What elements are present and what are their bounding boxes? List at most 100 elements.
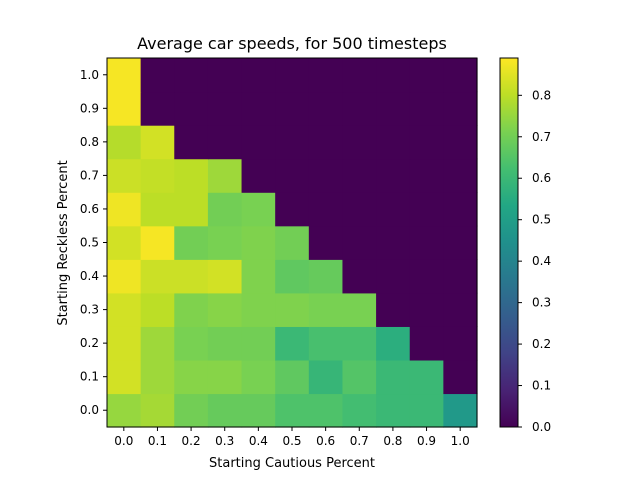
x-tick-label: 0.4	[249, 434, 268, 448]
heatmap-cell	[342, 259, 377, 294]
heatmap-cell	[409, 225, 444, 260]
heatmap-cell	[107, 259, 142, 294]
y-tick-label: 0.7	[80, 168, 99, 182]
x-tick-label: 1.0	[451, 434, 470, 448]
x-axis-label: Starting Cautious Percent	[209, 456, 375, 471]
heatmap-cell	[275, 393, 310, 428]
heatmap-cell	[241, 259, 276, 294]
heatmap-cell	[174, 393, 209, 428]
heatmap-cell	[308, 225, 344, 260]
heatmap-cell	[241, 359, 276, 395]
x-tick-label: 0.3	[215, 434, 234, 448]
heatmap-cell	[443, 125, 478, 160]
heatmap-cell	[376, 225, 411, 260]
heatmap-cell	[207, 359, 243, 395]
heatmap-cell	[409, 58, 444, 93]
heatmap-cell	[107, 292, 142, 327]
heatmap-cell	[376, 259, 411, 294]
heatmap-cell	[376, 91, 411, 126]
x-tick-label: 0.9	[417, 434, 436, 448]
heatmap-cell	[174, 192, 209, 227]
colorbar-tick-label: 0.1	[532, 379, 551, 393]
heatmap-cell	[107, 125, 142, 160]
heatmap-cell	[443, 259, 478, 294]
heatmap-cell	[308, 359, 344, 395]
heatmap-cell	[174, 158, 209, 193]
y-axis: 0.0 0.1 0.2 0.3 0.4 0.5 0.6 0.7 0.8 0.9 1.0	[80, 68, 107, 417]
y-tick-label: 0.2	[80, 336, 99, 350]
heatmap-cell	[275, 158, 310, 193]
y-axis-label: Starting Reckless Percent	[56, 160, 71, 325]
heatmap-cell	[207, 192, 243, 227]
x-tick-label: 0.2	[182, 434, 201, 448]
x-tick-label: 0.5	[282, 434, 301, 448]
heatmap-cell	[376, 326, 411, 361]
heatmap-cell	[174, 225, 209, 260]
heatmap-cell	[308, 58, 344, 93]
y-tick-label: 0.1	[80, 370, 99, 384]
heatmap-cell	[409, 192, 444, 227]
heatmap-cell	[140, 192, 175, 227]
heatmap-cell	[409, 359, 444, 395]
heatmap-cell	[140, 91, 175, 126]
heatmap-cell	[342, 292, 377, 327]
heatmap-cell	[140, 158, 175, 193]
heatmap-cell	[241, 125, 276, 160]
colorbar-tick-label: 0.3	[532, 296, 551, 310]
heatmap-cell	[107, 225, 142, 260]
heatmap-cell	[443, 326, 478, 361]
heatmap-cell	[241, 58, 276, 93]
heatmap-cell	[140, 259, 175, 294]
heatmap-cell	[409, 292, 444, 327]
heatmap-cell	[376, 125, 411, 160]
heatmap-cell	[107, 359, 142, 395]
heatmap-cell	[241, 326, 276, 361]
heatmap-cell	[409, 326, 444, 361]
heatmap-cell	[308, 393, 344, 428]
heatmap-cell	[241, 225, 276, 260]
heatmap-cell	[107, 158, 142, 193]
heatmap-cell	[308, 292, 344, 327]
heatmap-cell	[275, 326, 310, 361]
colorbar-tick-label: 0.6	[532, 171, 551, 185]
heatmap-cell	[241, 192, 276, 227]
x-tick-label: 0.6	[316, 434, 335, 448]
heatmap-cell	[308, 91, 344, 126]
heatmap-cell	[342, 393, 377, 428]
colorbar-tick-label: 0.0	[532, 420, 551, 434]
heatmap-cell	[275, 225, 310, 260]
heatmap-cell	[376, 58, 411, 93]
heatmap-cell	[443, 225, 478, 260]
heatmap-cell	[275, 58, 310, 93]
heatmap-cell	[107, 192, 142, 227]
colorbar-tick-label: 0.4	[532, 254, 551, 268]
heatmap-cell	[174, 125, 209, 160]
heatmap-cell	[409, 393, 444, 428]
y-tick-label: 0.6	[80, 202, 99, 216]
heatmap-cell	[174, 292, 209, 327]
x-tick-label: 0.8	[383, 434, 402, 448]
y-tick-label: 0.0	[80, 403, 99, 417]
y-tick-label: 1.0	[80, 68, 99, 82]
heatmap-cell	[308, 158, 344, 193]
heatmap-cell	[174, 259, 209, 294]
heatmap-cell	[409, 125, 444, 160]
heatmap-cell	[342, 91, 377, 126]
heatmap-cell	[376, 292, 411, 327]
heatmap-cell	[275, 259, 310, 294]
heatmap-cell	[207, 158, 243, 193]
heatmap-cell	[207, 58, 243, 93]
heatmap-cell	[174, 359, 209, 395]
x-tick-label: 0.7	[350, 434, 369, 448]
heatmap-cell	[107, 91, 142, 126]
heatmap-cell	[140, 326, 175, 361]
colorbar-axis: 0.0 0.1 0.2 0.3 0.4 0.5 0.6 0.7 0.8	[518, 88, 551, 434]
heatmap-cell	[409, 259, 444, 294]
heatmap-cell	[241, 91, 276, 126]
chart-title: Average car speeds, for 500 timesteps	[137, 34, 447, 53]
heatmap-cell	[443, 91, 478, 126]
heatmap-cell	[140, 292, 175, 327]
heatmap-cell	[308, 125, 344, 160]
heatmap-cell	[376, 192, 411, 227]
